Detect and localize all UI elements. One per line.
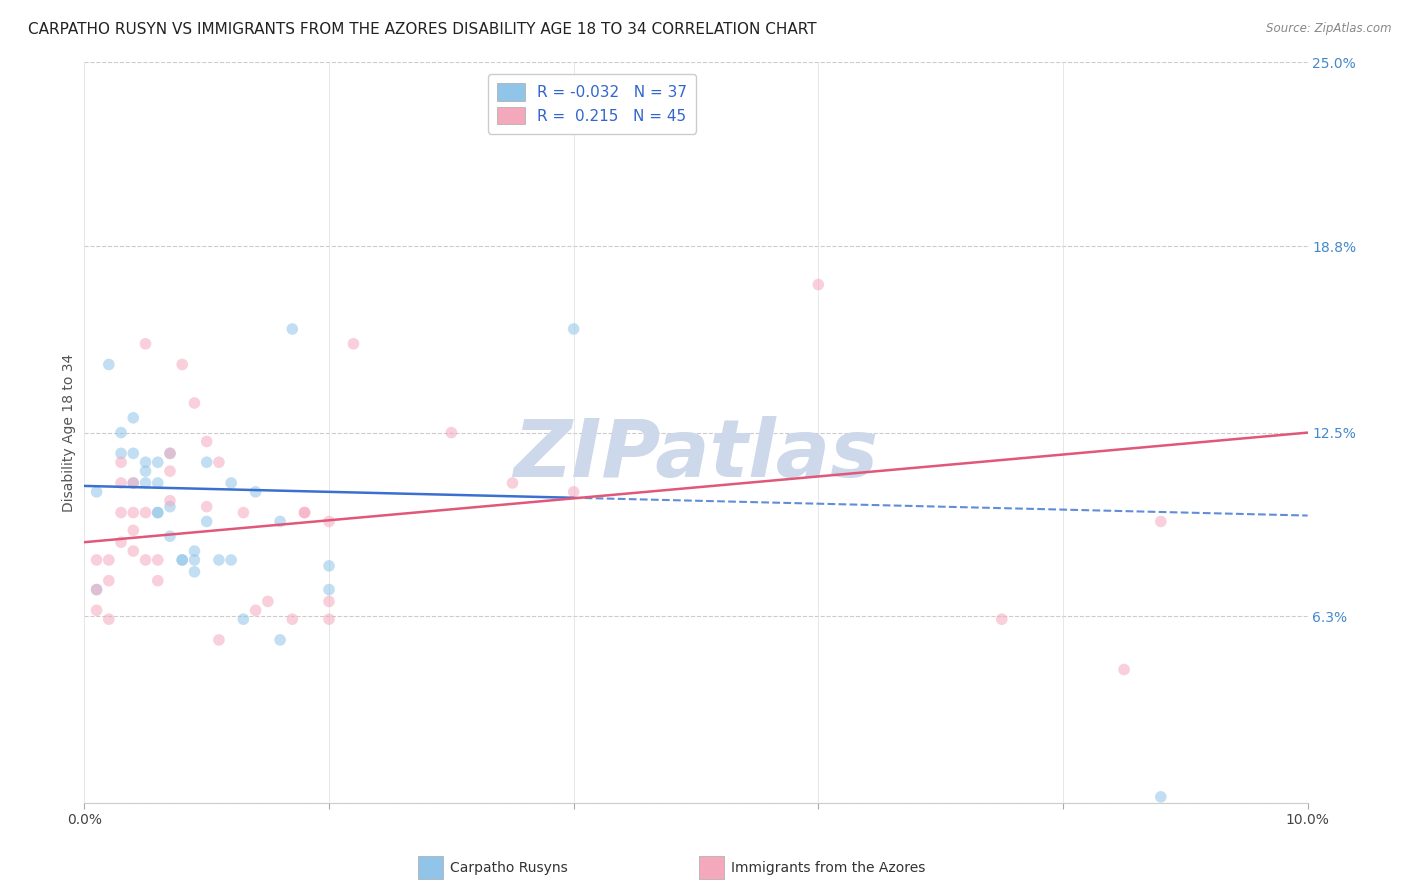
Point	[269, 632, 291, 647]
Point	[257, 594, 280, 608]
Point	[159, 500, 181, 514]
Point	[318, 515, 340, 529]
Point	[135, 475, 157, 490]
Point	[146, 553, 169, 567]
Point	[122, 544, 145, 558]
Point	[318, 558, 340, 573]
Point	[159, 446, 181, 460]
Point	[1114, 663, 1136, 677]
Point	[1150, 515, 1173, 529]
Point	[562, 484, 585, 499]
Point	[294, 506, 316, 520]
Text: Source: ZipAtlas.com: Source: ZipAtlas.com	[1267, 22, 1392, 36]
Y-axis label: Disability Age 18 to 34: Disability Age 18 to 34	[62, 353, 76, 512]
Point	[146, 506, 169, 520]
Point	[562, 322, 585, 336]
Point	[294, 506, 316, 520]
Point	[195, 500, 218, 514]
Point	[135, 553, 157, 567]
Point	[219, 553, 242, 567]
Point	[318, 594, 340, 608]
Text: Immigrants from the Azores: Immigrants from the Azores	[731, 861, 925, 875]
Point	[318, 612, 340, 626]
Point	[86, 553, 108, 567]
Point	[159, 529, 181, 543]
Point	[232, 612, 254, 626]
Point	[122, 524, 145, 538]
Point	[110, 425, 132, 440]
Point	[183, 553, 205, 567]
Point	[281, 612, 304, 626]
Text: Carpatho Rusyns: Carpatho Rusyns	[450, 861, 568, 875]
Point	[208, 553, 231, 567]
Point	[195, 434, 218, 449]
Point	[135, 506, 157, 520]
Point	[502, 475, 524, 490]
Point	[86, 484, 108, 499]
Point	[195, 515, 218, 529]
Point	[195, 455, 218, 469]
Point	[122, 475, 145, 490]
Point	[110, 446, 132, 460]
Point	[208, 632, 231, 647]
Point	[183, 396, 205, 410]
Point	[219, 475, 242, 490]
Point	[146, 574, 169, 588]
Point	[245, 484, 267, 499]
Point	[97, 358, 120, 372]
Point	[991, 612, 1014, 626]
Point	[86, 582, 108, 597]
Point	[245, 603, 267, 617]
Point	[110, 475, 132, 490]
Point	[122, 446, 145, 460]
Point	[146, 506, 169, 520]
Point	[110, 535, 132, 549]
Point	[97, 574, 120, 588]
Point	[135, 455, 157, 469]
Text: ZIPatlas: ZIPatlas	[513, 416, 879, 494]
Point	[159, 446, 181, 460]
Text: CARPATHO RUSYN VS IMMIGRANTS FROM THE AZORES DISABILITY AGE 18 TO 34 CORRELATION: CARPATHO RUSYN VS IMMIGRANTS FROM THE AZ…	[28, 22, 817, 37]
Point	[135, 464, 157, 478]
Point	[172, 553, 194, 567]
Point	[110, 455, 132, 469]
Point	[86, 582, 108, 597]
Point	[281, 322, 304, 336]
Point	[122, 475, 145, 490]
Point	[110, 506, 132, 520]
Point	[86, 603, 108, 617]
Point	[183, 544, 205, 558]
Point	[159, 464, 181, 478]
Point	[440, 425, 463, 440]
Point	[146, 455, 169, 469]
Point	[269, 515, 291, 529]
Point	[159, 493, 181, 508]
Point	[97, 553, 120, 567]
Point	[172, 553, 194, 567]
Point	[1150, 789, 1173, 804]
Point	[122, 410, 145, 425]
Point	[135, 336, 157, 351]
Point	[318, 582, 340, 597]
Point	[172, 358, 194, 372]
Point	[183, 565, 205, 579]
Point	[122, 506, 145, 520]
Point	[342, 336, 364, 351]
Point	[232, 506, 254, 520]
Point	[97, 612, 120, 626]
Point	[146, 475, 169, 490]
Legend: R = -0.032   N = 37, R =  0.215   N = 45: R = -0.032 N = 37, R = 0.215 N = 45	[488, 74, 696, 134]
Point	[208, 455, 231, 469]
Point	[807, 277, 830, 292]
